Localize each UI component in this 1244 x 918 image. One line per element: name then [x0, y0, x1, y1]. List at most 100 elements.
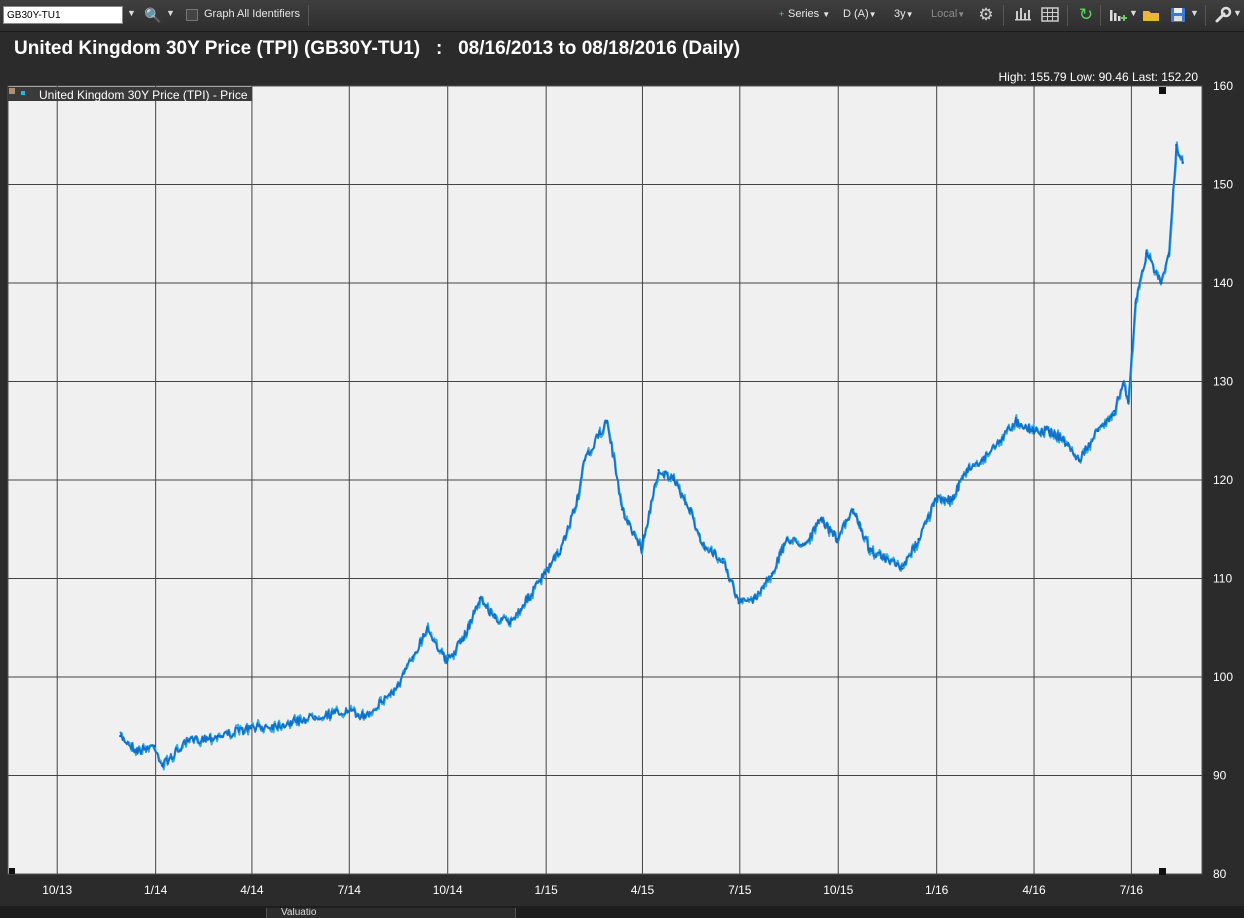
series-point: [980, 459, 983, 462]
series-point: [835, 537, 839, 541]
bottom-strip: [0, 906, 1244, 918]
series-point: [688, 508, 691, 511]
series-point: [411, 656, 414, 659]
series-point: [785, 537, 789, 541]
series-point: [136, 749, 139, 753]
series-point: [868, 547, 871, 551]
toolbar-divider: [308, 5, 309, 26]
chevron-down-icon[interactable]: ▼: [1129, 8, 1138, 18]
series-point: [363, 715, 366, 718]
range-menu[interactable]: 3y▼: [894, 8, 914, 20]
identifier-dropdown-icon[interactable]: ▼: [127, 8, 136, 18]
series-point: [119, 734, 122, 738]
series-line: [119, 143, 1184, 769]
y-tick-label: 130: [1213, 375, 1233, 389]
search-dropdown-icon[interactable]: ▼: [166, 8, 175, 18]
series-point: [737, 601, 740, 605]
x-tick-label: 4/16: [1022, 883, 1046, 897]
series-point: [559, 547, 563, 551]
chart-title: United Kingdom 30Y Price (TPI) (GB30Y-TU…: [14, 38, 741, 59]
chevron-down-icon: ▼: [868, 10, 877, 19]
toolbar-divider: [1100, 5, 1101, 26]
series-point: [672, 478, 675, 482]
series-point: [526, 597, 530, 600]
range-label: 3y: [894, 8, 906, 20]
series-point: [462, 636, 465, 639]
wrench-icon[interactable]: [1213, 5, 1233, 25]
series-point: [917, 537, 920, 541]
series-point: [1126, 400, 1130, 403]
series-point: [1031, 429, 1035, 432]
save-icon[interactable]: [1168, 5, 1188, 25]
x-tick-label: 7/16: [1120, 883, 1144, 897]
x-tick-label: 4/14: [240, 883, 264, 897]
series-point: [445, 661, 448, 664]
gear-icon[interactable]: ⚙: [978, 5, 994, 24]
series-point: [1134, 301, 1137, 304]
bar-chart-icon[interactable]: [1013, 5, 1033, 25]
corner-handle[interactable]: [1159, 868, 1166, 875]
series-point: [478, 597, 482, 600]
chart-type-icon[interactable]: [1108, 5, 1128, 25]
corner-handle[interactable]: [9, 868, 15, 874]
table-icon[interactable]: [1040, 5, 1060, 25]
grid: [8, 86, 1202, 874]
plus-icon: +: [779, 9, 785, 19]
series-point: [508, 621, 511, 625]
series-point: [1077, 459, 1081, 462]
refresh-icon[interactable]: ↻: [1078, 5, 1094, 24]
corner-handle[interactable]: [1159, 87, 1166, 94]
graph-all-checkbox[interactable]: [186, 9, 198, 21]
y-axis: 80 90 100 110 120 130 140 150 160: [1213, 79, 1233, 881]
series-group: [119, 141, 1184, 771]
x-tick-label: 1/14: [144, 883, 168, 897]
series-label: Series: [788, 8, 820, 20]
series-point: [803, 542, 807, 546]
series-point: [605, 419, 609, 423]
y-tick-label: 160: [1213, 79, 1233, 93]
y-tick-label: 120: [1213, 473, 1233, 487]
legend-handle[interactable]: [9, 88, 15, 94]
series-point: [883, 557, 886, 560]
series-menu[interactable]: Series ▼: [788, 8, 830, 20]
toolbar-divider: [1205, 5, 1206, 26]
bottom-tab[interactable]: Valuatio: [266, 908, 516, 918]
series-point: [934, 498, 937, 501]
series-point: [1181, 161, 1184, 165]
series-point: [1122, 380, 1126, 383]
chevron-down-icon[interactable]: ▼: [1190, 8, 1199, 18]
search-icon[interactable]: 🔍: [144, 7, 162, 23]
legend: United Kingdom 30Y Price (TPI) - Price: [8, 87, 252, 102]
series-point: [1097, 429, 1100, 432]
series-point: [1113, 409, 1116, 413]
series-point: [153, 744, 156, 748]
x-tick-label: 10/15: [823, 883, 853, 897]
folder-icon[interactable]: [1141, 5, 1161, 25]
identifier-input[interactable]: GB30Y-TU1: [3, 6, 123, 24]
frequency-label: D (A): [843, 8, 869, 20]
local-menu[interactable]: Local▼: [931, 8, 965, 20]
legend-entry: United Kingdom 30Y Price (TPI) - Price: [39, 88, 248, 102]
series-point: [721, 557, 724, 560]
y-tick-label: 100: [1213, 670, 1233, 684]
series-point: [160, 764, 164, 767]
x-axis: 10/13 1/14 4/14 7/14 10/14 1/15 4/15 7/15 10/15 1…: [42, 883, 1143, 897]
x-tick-label: 10/13: [42, 883, 72, 897]
y-tick-label: 80: [1213, 867, 1227, 881]
series-point: [186, 739, 189, 743]
x-tick-label: 10/14: [433, 883, 463, 897]
series-point: [493, 616, 497, 620]
toolbar-divider: [1067, 5, 1068, 26]
chevron-down-icon[interactable]: ▼: [1233, 8, 1242, 18]
series-point: [249, 727, 253, 730]
x-tick-label: 1/16: [925, 883, 949, 897]
series-point: [703, 547, 706, 551]
series-point: [819, 518, 823, 521]
frequency-menu[interactable]: D (A)▼: [843, 8, 877, 20]
series-point: [620, 508, 624, 511]
series-point: [901, 567, 904, 570]
series-point: [1175, 143, 1178, 147]
chevron-down-icon: ▼: [822, 10, 831, 19]
y-tick-label: 90: [1213, 769, 1227, 783]
